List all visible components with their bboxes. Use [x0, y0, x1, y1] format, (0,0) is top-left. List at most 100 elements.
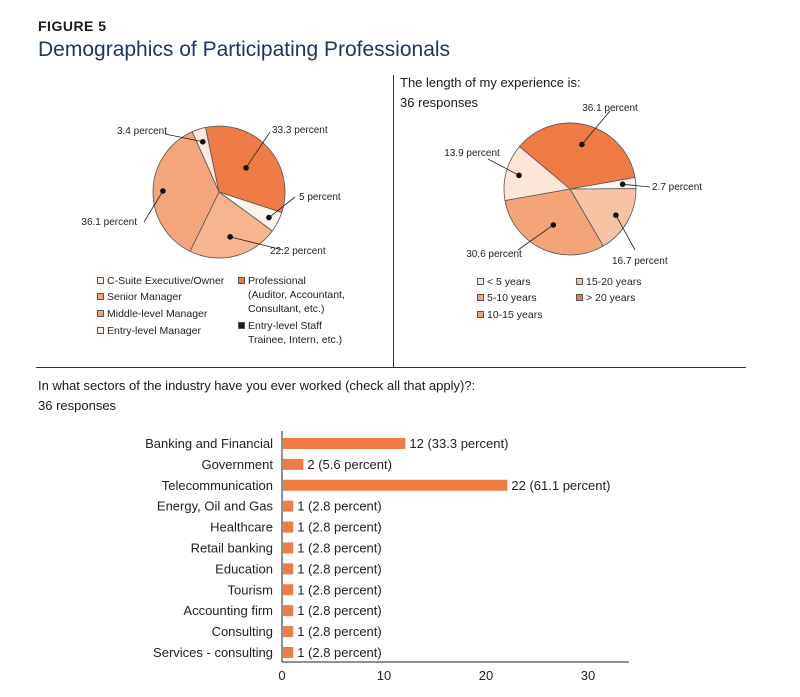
slice-label-15-20-years: 16.7 percent: [612, 256, 668, 267]
pie-slices: [152, 125, 286, 259]
slice-dot: [550, 222, 557, 228]
legend-swatch: [97, 327, 104, 334]
bar-chart-sectors: 0 10 20 30 Banking and Financial 12 (33.3 per…: [145, 431, 629, 683]
category-label-accounting-firm: Accounting firm: [183, 603, 273, 618]
legend-label: C-Suite Executive/Owner: [107, 275, 225, 287]
legend-label: Middle-level Manager: [107, 308, 208, 320]
pie2-legend: < 5 years 5-10 years 10-15 years 15-20 y…: [477, 275, 697, 325]
category-label-energy-oil-and-gas: Energy, Oil and Gas: [157, 499, 274, 514]
x-tick-label: 30: [581, 668, 595, 683]
leader-line: [581, 110, 611, 145]
legend-item-professional-line3: Consultant, etc.): [248, 302, 324, 317]
category-label-government: Government: [201, 457, 273, 472]
category-label-consulting: Consulting: [212, 624, 273, 639]
legend-swatch: [97, 277, 104, 284]
slice-label-5-10-years: 30.6 percent: [466, 249, 522, 260]
legend-label: Senior Manager: [107, 291, 182, 303]
slice-label-5-years: 2.7 percent: [652, 182, 702, 193]
bar-banking-and-financial: [283, 437, 406, 449]
legend-label: Professional: [248, 275, 306, 287]
data-label-banking-and-financial: 12 (33.3 percent): [409, 436, 508, 451]
category-label-tourism: Tourism: [227, 582, 273, 597]
bar-retail-banking: [283, 542, 294, 554]
legend-item-entry-staff-line2: Trainee, Intern, etc.): [248, 333, 342, 348]
leader-line: [143, 190, 164, 223]
data-label-services-consulting: 1 (2.8 percent): [297, 645, 382, 660]
bar-government: [283, 458, 304, 470]
pie-slice-15-20-years: [569, 188, 637, 247]
legend-item-entry-staff: Entry-level Staff: [238, 319, 322, 334]
pie2-responses: 36 responses: [400, 95, 479, 110]
pie-slices: [503, 122, 637, 256]
x-tick-label: 20: [479, 668, 493, 683]
data-label-energy-oil-and-gas: 1 (2.8 percent): [297, 499, 382, 514]
legend-label: (Auditor, Accountant,: [248, 289, 345, 301]
legend-item-15-20: 15-20 years: [576, 275, 641, 290]
slice-label-senior-manager: 22.2 percent: [270, 246, 326, 257]
legend-item-entry-manager: Entry-level Manager: [97, 324, 201, 339]
legend-item-gt20: > 20 years: [576, 291, 635, 306]
slice-dot: [199, 138, 206, 145]
category-label-healthcare: Healthcare: [210, 520, 273, 535]
bar-tourism: [283, 584, 294, 596]
legend-item-senior-manager: Senior Manager: [97, 290, 182, 305]
legend-label: 5-10 years: [487, 292, 537, 304]
leader-line: [517, 224, 554, 251]
data-label-retail-banking: 1 (2.8 percent): [297, 540, 382, 555]
pie-slice-20-years: [518, 122, 636, 190]
data-label-tourism: 1 (2.8 percent): [297, 582, 382, 597]
slice-label-20-years: 36.1 percent: [582, 103, 638, 114]
figure-title: Demographics of Participating Profession…: [38, 38, 451, 61]
slice-dot: [619, 181, 626, 188]
legend-item-professional-line2: (Auditor, Accountant,: [248, 288, 345, 303]
legend-item-lt5: < 5 years: [477, 275, 530, 290]
slice-label-c-suite-executive-owner: 3.4 percent: [117, 126, 167, 137]
data-label-government: 2 (5.6 percent): [307, 457, 392, 472]
legend-label: 10-15 years: [487, 309, 543, 321]
bar-telecommunication: [283, 479, 508, 491]
legend-swatch: [238, 322, 245, 329]
legend-item-professional: Professional: [238, 274, 306, 289]
data-label-telecommunication: 22 (61.1 percent): [511, 478, 610, 493]
bar-accounting-firm: [283, 605, 294, 617]
pie-chart-experience: 36.1 percent 2.7 percent 16.7 percent 30.6 …: [444, 103, 702, 267]
legend-label: < 5 years: [487, 276, 531, 288]
pie2-question: The length of my experience is:: [400, 75, 581, 90]
bar-healthcare: [283, 521, 294, 533]
pie-slice-10-15-years: [503, 146, 571, 201]
leader-line: [615, 214, 636, 251]
slice-dot: [160, 188, 166, 194]
category-label-services-consulting: Services - consulting: [153, 645, 273, 660]
x-tick-label: 10: [377, 668, 391, 683]
slice-label-10-15-years: 13.9 percent: [444, 148, 500, 159]
pie-slice-middle-level-manager: [152, 131, 220, 252]
slice-dot: [516, 172, 522, 179]
legend-label: Entry-level Manager: [107, 325, 201, 337]
bar-question: In what sectors of the industry have you…: [38, 378, 476, 393]
x-tick-label: 0: [278, 668, 285, 683]
legend-label: Entry-level Staff: [248, 320, 322, 332]
legend-swatch: [576, 294, 583, 301]
slice-label-professional: 33.3 percent: [272, 125, 328, 136]
slice-dot: [227, 234, 233, 240]
leader-line: [268, 196, 296, 218]
data-label-consulting: 1 (2.8 percent): [297, 624, 382, 639]
pie-slice-5-10-years: [504, 188, 604, 256]
category-label-telecommunication: Telecommunication: [162, 478, 273, 493]
data-label-education: 1 (2.8 percent): [297, 561, 382, 576]
data-label-healthcare: 1 (2.8 percent): [297, 520, 382, 535]
legend-swatch: [576, 278, 583, 285]
slice-dot: [579, 141, 585, 148]
legend-item-5-10: 5-10 years: [477, 291, 537, 306]
legend-swatch: [477, 278, 484, 285]
slice-dot: [266, 214, 272, 221]
legend-label: 15-20 years: [586, 276, 642, 288]
category-label-retail-banking: Retail banking: [191, 540, 273, 555]
slice-label-middle-level-manager: 36.1 percent: [81, 217, 137, 228]
legend-swatch: [477, 311, 484, 318]
bar-energy-oil-and-gas: [283, 500, 294, 512]
bar-responses: 36 responses: [38, 398, 117, 413]
pie-chart-role: 3.4 percent 33.3 percent 5 percent 22.2 per…: [81, 125, 341, 259]
leader-line: [622, 183, 651, 188]
legend-item-c-suite: C-Suite Executive/Owner: [97, 274, 224, 289]
